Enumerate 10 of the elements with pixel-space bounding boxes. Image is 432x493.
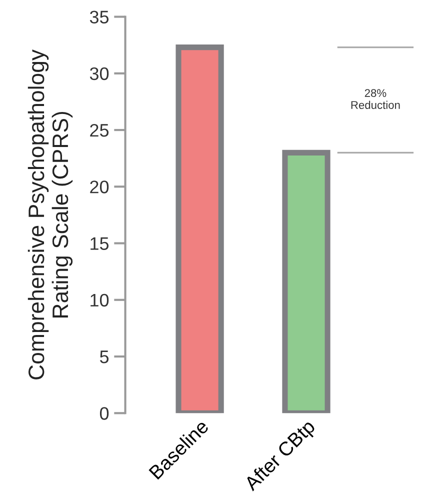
y-tick-label: 0 [100,407,109,420]
y-tick-label: 25 [90,124,109,137]
y-axis-title: Comprehensive Psychopathology Rating Scale (CPRS) [28,49,73,380]
y-tick-label: 10 [90,294,109,307]
y-tick-label: 35 [90,10,109,24]
y-tick-label: 5 [100,350,109,364]
text: 28% Reduction [351,89,400,109]
y-tick-label: 20 [90,180,109,194]
y-tick-label: 15 [90,237,109,250]
y-tick-label: 30 [90,67,109,80]
